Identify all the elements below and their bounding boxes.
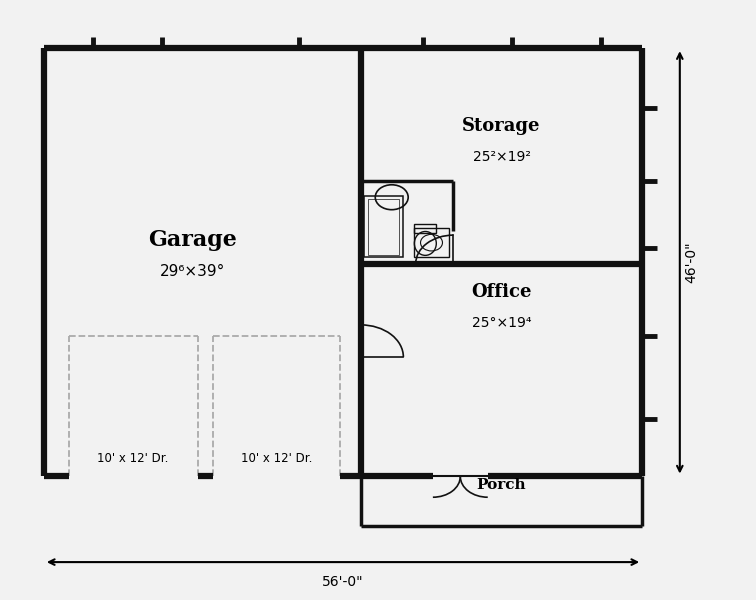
Text: 25²×19²: 25²×19² xyxy=(472,150,531,164)
Bar xyxy=(414,228,448,257)
Text: 10' x 12' Dr.: 10' x 12' Dr. xyxy=(241,452,312,465)
Text: 56'-0": 56'-0" xyxy=(322,575,364,589)
Bar xyxy=(364,196,403,257)
Text: Storage: Storage xyxy=(462,117,541,135)
Text: 25°×19⁴: 25°×19⁴ xyxy=(472,316,531,331)
Bar xyxy=(367,199,399,255)
Text: Porch: Porch xyxy=(476,478,526,492)
Bar xyxy=(414,224,436,233)
Text: 29⁶×39°: 29⁶×39° xyxy=(160,264,225,279)
Text: 46'-0": 46'-0" xyxy=(684,242,698,283)
Text: Garage: Garage xyxy=(148,229,237,251)
Text: 10' x 12' Dr.: 10' x 12' Dr. xyxy=(98,452,169,465)
Text: Office: Office xyxy=(471,283,531,301)
